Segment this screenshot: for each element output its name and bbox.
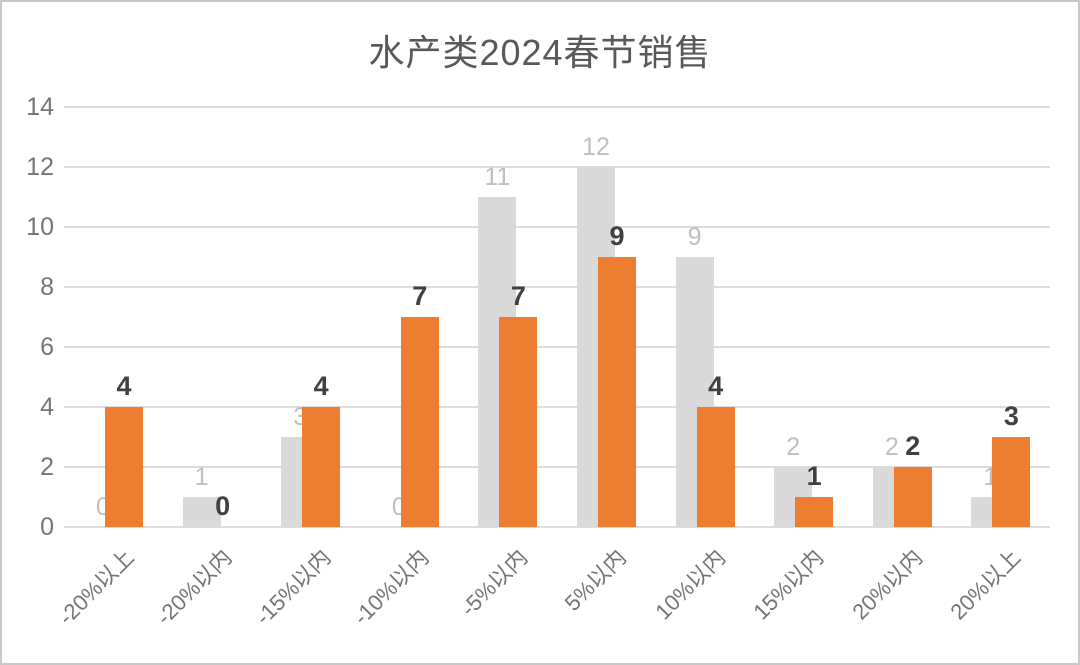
gray-bar: [182, 497, 221, 527]
plot-area: 0 4 1 0 3 4 0 7 11 7 12 9 9 4 2 1 2 2 1 3: [64, 106, 1050, 528]
y-axis-tick-label: 4: [40, 393, 54, 421]
orange-bar-value-label: 4: [708, 370, 724, 401]
gray-bar-value-label: 2: [786, 432, 801, 461]
x-axis-category-label: 20%以内: [847, 544, 928, 625]
orange-bar-value-label: 1: [806, 460, 822, 491]
orange-bar: [400, 317, 439, 527]
gridline: [64, 406, 1050, 408]
orange-bar-value-label: 9: [609, 220, 625, 251]
orange-bar: [302, 407, 341, 527]
x-axis-category-label: -15%以内: [250, 544, 336, 630]
x-axis-category-label: -20%以内: [151, 544, 237, 630]
x-axis-category-label: -20%以上: [53, 544, 139, 630]
orange-bar-value-label: 7: [412, 280, 428, 311]
x-axis-category-label: -5%以内: [456, 544, 533, 621]
gridline: [64, 466, 1050, 468]
gridline: [64, 526, 1050, 528]
bar-group: 12 9: [557, 107, 656, 527]
orange-bar-value-label: 4: [116, 370, 132, 401]
gray-bar-value-label: 9: [687, 222, 702, 251]
gray-bar-value-label: 2: [884, 432, 899, 461]
gray-bar-value-label: 11: [484, 162, 511, 191]
orange-bar-value-label: 4: [313, 370, 329, 401]
y-axis-tick-label: 2: [40, 453, 54, 481]
orange-bar: [992, 437, 1031, 527]
y-axis-tick-label: 6: [40, 333, 54, 361]
chart-title: 水产类2024春节销售: [368, 32, 712, 73]
bar-group: 11 7: [458, 107, 557, 527]
gray-bar-value-label: 1: [194, 462, 209, 491]
x-axis-category-label: 10%以内: [649, 544, 730, 625]
x-axis-category-label: 15%以内: [748, 544, 829, 625]
y-axis-tick-label: 10: [26, 213, 54, 241]
orange-bar: [105, 407, 143, 527]
gray-bar-value-label: 12: [582, 132, 610, 161]
y-axis-tick-label: 14: [26, 93, 54, 121]
x-axis-category-label: 20%以上: [945, 544, 1026, 625]
x-axis-category-label: 5%以内: [559, 544, 632, 616]
gridline: [64, 106, 1050, 108]
orange-bar: [499, 317, 538, 527]
y-axis-tick-label: 0: [40, 513, 54, 541]
x-axis-category-label: -10%以内: [348, 544, 435, 630]
gridline: [64, 226, 1050, 228]
orange-bar: [598, 257, 636, 527]
orange-bar-value-label: 3: [1003, 400, 1019, 431]
y-axis-tick-label: 8: [40, 273, 54, 301]
y-axis-tick-label: 12: [26, 153, 54, 181]
orange-bar-value-label: 2: [905, 430, 921, 461]
orange-bar-value-label: 0: [215, 490, 231, 521]
gridline: [64, 346, 1050, 348]
gridline: [64, 166, 1050, 168]
orange-bar: [795, 497, 834, 527]
orange-bar: [696, 407, 735, 527]
orange-bar: [893, 467, 932, 527]
gridline: [64, 286, 1050, 288]
orange-bar-value-label: 7: [510, 280, 526, 311]
